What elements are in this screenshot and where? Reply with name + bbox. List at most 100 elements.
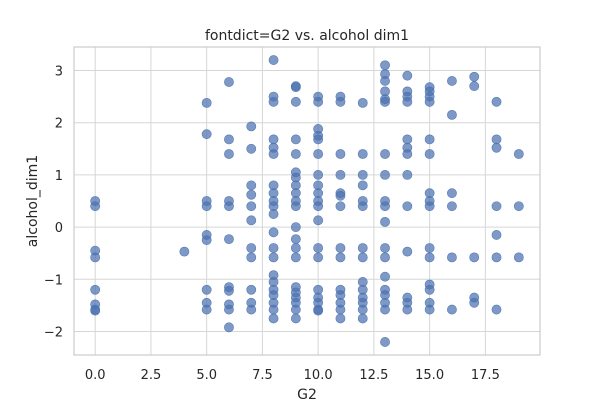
scatter-point — [201, 129, 212, 140]
scatter-point — [380, 337, 390, 347]
scatter-point — [491, 134, 502, 145]
scatter-point — [424, 149, 435, 159]
scatter-point — [201, 284, 212, 295]
scatter-point — [246, 215, 257, 226]
scatter-point — [380, 149, 390, 159]
scatter-point — [224, 149, 234, 159]
scatter-point — [268, 96, 279, 107]
x-tick-label: 7.5 — [252, 368, 273, 383]
x-tick-label: 12.5 — [359, 368, 388, 383]
scatter-point — [268, 227, 279, 238]
x-tick-label: 0.0 — [85, 368, 106, 383]
scatter-point — [290, 96, 301, 107]
scatter-point — [513, 149, 524, 159]
x-tick-labels: 0.0 2.5 5.0 7.5 10.0 12.5 15.0 17.5 — [85, 368, 500, 383]
scatter-point — [402, 134, 413, 145]
y-axis-label: alcohol_dim1 — [25, 155, 41, 247]
scatter-point — [357, 201, 368, 212]
scatter-point — [357, 304, 368, 315]
scatter-point — [447, 188, 457, 199]
scatter-point — [268, 313, 279, 324]
scatter-point — [246, 284, 257, 295]
scatter-point — [335, 190, 346, 201]
scatter-point — [402, 169, 413, 180]
scatter-point — [246, 143, 257, 154]
scatter-point — [90, 284, 101, 295]
scatter-point — [90, 201, 101, 212]
scatter-point — [402, 201, 413, 212]
scatter-point — [424, 134, 435, 145]
scatter-point — [268, 149, 279, 159]
scatter-point — [313, 305, 324, 316]
scatter-point — [335, 96, 346, 107]
scatter-point — [380, 304, 390, 315]
scatter-point — [313, 243, 324, 253]
scatter-point — [224, 134, 234, 145]
y-tick-label: −2 — [44, 326, 63, 341]
scatter-point — [380, 169, 390, 180]
scatter-point — [424, 201, 435, 212]
y-tick-label: −1 — [44, 273, 63, 288]
scatter-point — [447, 76, 457, 86]
scatter-point — [290, 222, 301, 233]
scatter-point — [357, 180, 368, 191]
scatter-point — [380, 252, 390, 263]
scatter-point — [424, 96, 435, 107]
scatter-point — [469, 81, 480, 92]
scatter-point — [424, 284, 435, 295]
scatter-point — [491, 230, 502, 240]
data-points — [90, 55, 524, 347]
scatter-point — [447, 109, 457, 120]
scatter-point — [268, 252, 279, 263]
scatter-point — [290, 201, 301, 212]
scatter-point — [224, 77, 234, 87]
y-tick-label: 0 — [55, 221, 63, 236]
scatter-point — [224, 285, 234, 296]
scatter-point — [313, 149, 324, 159]
x-tick-label: 17.5 — [471, 368, 500, 383]
scatter-point — [469, 71, 480, 82]
scatter-point — [491, 96, 502, 107]
scatter-point — [224, 234, 234, 245]
plot-frame — [73, 46, 541, 356]
scatter-point — [357, 97, 368, 108]
scatter-point — [224, 304, 234, 315]
scatter-point — [246, 243, 257, 253]
scatter-point — [513, 201, 524, 212]
scatter-point — [402, 246, 413, 257]
scatter-point — [201, 201, 212, 212]
scatter-point — [491, 201, 502, 212]
scatter-point — [335, 149, 346, 159]
scatter-point — [268, 304, 279, 315]
chart-title: fontdict=G2 vs. alcohol dim1 — [205, 28, 409, 44]
scatter-point — [90, 252, 101, 263]
scatter-point — [357, 169, 368, 180]
scatter-point — [335, 252, 346, 263]
scatter-point — [380, 76, 390, 86]
scatter-point — [402, 96, 413, 107]
scatter-point — [469, 297, 480, 308]
scatter-point — [268, 134, 279, 145]
scatter-point — [335, 243, 346, 253]
scatter-point — [90, 305, 101, 316]
scatter-point — [290, 304, 301, 315]
scatter-point — [357, 313, 368, 324]
scatter-point — [424, 243, 435, 253]
scatter-point — [246, 189, 257, 200]
scatter-point — [380, 243, 390, 253]
scatter-point — [335, 304, 346, 315]
scatter-point — [246, 180, 257, 191]
scatter-point — [201, 235, 212, 246]
x-tick-label: 5.0 — [196, 368, 217, 383]
scatter-point — [290, 82, 301, 93]
scatter-point — [290, 243, 301, 253]
scatter-point — [491, 252, 502, 263]
scatter-point — [246, 121, 257, 132]
scatter-point — [290, 149, 301, 159]
y-tick-labels: −2 −1 0 1 2 3 — [44, 64, 63, 340]
scatter-point — [201, 304, 212, 315]
scatter-point — [402, 70, 413, 81]
scatter-point — [290, 234, 301, 245]
scatter-point — [224, 201, 234, 212]
